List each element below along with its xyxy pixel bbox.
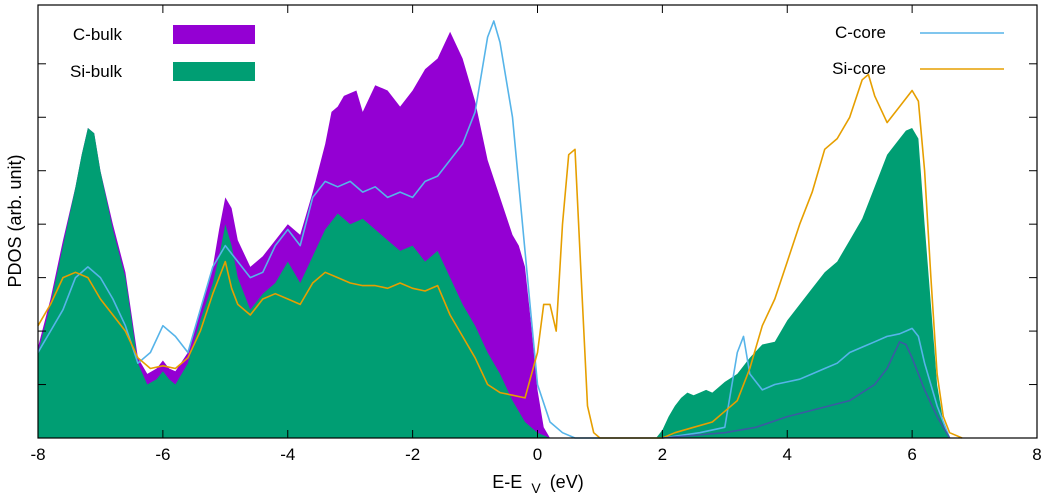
x-axis-label-sub: V: [531, 480, 541, 494]
legend-c-core-label: C-core: [835, 23, 886, 42]
legend-si-bulk-swatch: [173, 62, 255, 81]
x-tick-label: -8: [30, 445, 45, 464]
y-axis-label: PDOS (arb. unit): [5, 154, 25, 287]
x-tick-label: 8: [1032, 445, 1041, 464]
x-tick-label: 6: [907, 445, 916, 464]
series-area-si-bulk: [38, 128, 950, 438]
legend-right: C-core Si-core: [832, 23, 1004, 78]
legend-si-core-label: Si-core: [832, 59, 886, 78]
series-line-c-core: [37, 20, 951, 439]
x-axis-label: E-E V (eV): [492, 472, 583, 494]
x-tick-label: -4: [280, 445, 295, 464]
series-line-unlabeled: [662, 341, 951, 439]
plot-area: [37, 20, 963, 439]
x-tick-label: 0: [533, 445, 542, 464]
legend-c-bulk-label: C-bulk: [73, 25, 123, 44]
x-axis-label-main: E-E: [492, 472, 522, 492]
legend-left: C-bulk Si-bulk: [70, 25, 255, 81]
x-tick-label: -2: [405, 445, 420, 464]
x-tick-label: -6: [155, 445, 170, 464]
x-tick-label: 2: [658, 445, 667, 464]
axis-ticks: -8 -6 -4 -2 0 2 4 6 8: [30, 5, 1042, 464]
series-line-si-core: [37, 73, 963, 439]
legend-si-bulk-label: Si-bulk: [70, 62, 122, 81]
legend-c-bulk-swatch: [173, 25, 255, 44]
x-tick-label: 4: [783, 445, 792, 464]
x-axis-label-unit: (eV): [550, 472, 584, 492]
